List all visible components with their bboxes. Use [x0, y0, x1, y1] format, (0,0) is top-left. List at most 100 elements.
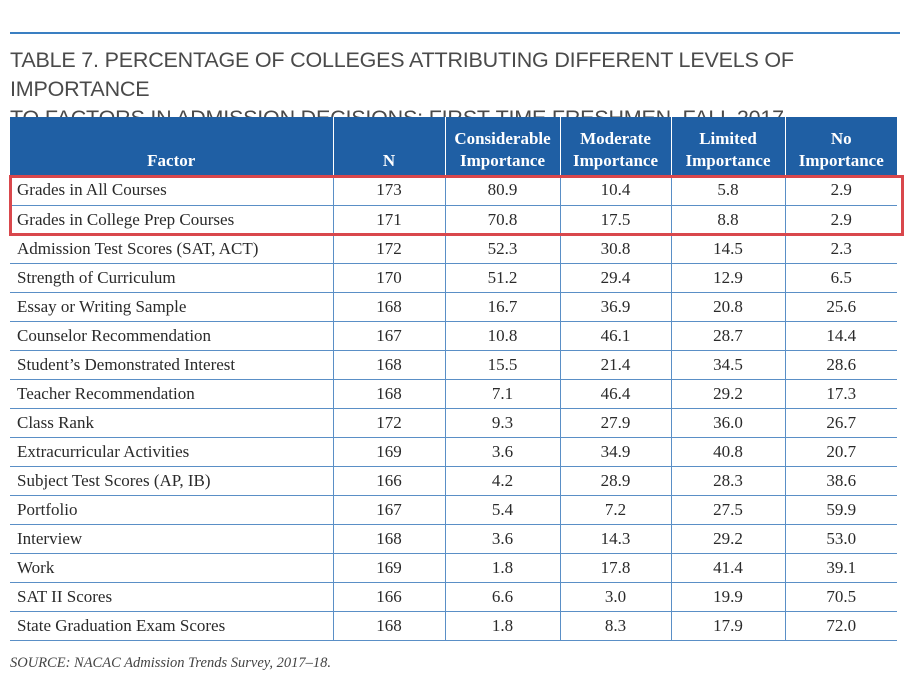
value-cell: 8.3: [559, 611, 671, 641]
value-cell: 173: [332, 176, 445, 206]
title-line-1: TABLE 7. PERCENTAGE OF COLLEGES ATTRIBUT…: [10, 48, 794, 101]
value-cell: 3.0: [559, 582, 671, 612]
value-cell: 5.8: [670, 176, 785, 206]
value-cell: 19.9: [670, 582, 785, 612]
value-cell: 167: [332, 495, 445, 525]
value-cell: 9.3: [444, 408, 560, 438]
value-cell: 172: [332, 408, 445, 438]
value-cell: 27.5: [670, 495, 785, 525]
value-cell: 25.6: [784, 292, 897, 322]
value-cell: 14.5: [670, 234, 785, 264]
column-header-moderate: Moderate Importance: [559, 117, 671, 176]
value-cell: 4.2: [444, 466, 560, 496]
table-row: State Graduation Exam Scores 168 1.8 8.3 17.…: [10, 611, 897, 641]
table-row: Interview 168 3.6 14.3 29.2 53.0: [10, 524, 897, 554]
factor-cell: Class Rank: [10, 408, 333, 438]
factor-cell: Student’s Demonstrated Interest: [10, 350, 333, 380]
factor-cell: Teacher Recommendation: [10, 379, 333, 409]
value-cell: 34.9: [559, 437, 671, 467]
value-cell: 59.9: [784, 495, 897, 525]
value-cell: 26.7: [784, 408, 897, 438]
factor-cell: Work: [10, 553, 333, 583]
value-cell: 171: [332, 205, 445, 235]
value-cell: 7.1: [444, 379, 560, 409]
factor-cell: Admission Test Scores (SAT, ACT): [10, 234, 333, 264]
value-cell: 168: [332, 292, 445, 322]
value-cell: 39.1: [784, 553, 897, 583]
value-cell: 17.8: [559, 553, 671, 583]
value-cell: 72.0: [784, 611, 897, 641]
table-row: Teacher Recommendation 168 7.1 46.4 29.2 17.3: [10, 379, 897, 409]
value-cell: 30.8: [559, 234, 671, 264]
header-row: Factor N Considerable Importance Moderate…: [10, 117, 897, 176]
value-cell: 29.4: [559, 263, 671, 293]
value-cell: 166: [332, 582, 445, 612]
table-row: Class Rank 172 9.3 27.9 36.0 26.7: [10, 408, 897, 438]
factor-cell: Grades in All Courses: [10, 176, 333, 206]
value-cell: 12.9: [670, 263, 785, 293]
value-cell: 3.6: [444, 437, 560, 467]
value-cell: 20.8: [670, 292, 785, 322]
value-cell: 2.3: [784, 234, 897, 264]
table-row: Portfolio 167 5.4 7.2 27.5 59.9: [10, 495, 897, 525]
value-cell: 168: [332, 350, 445, 380]
factor-cell: Extracurricular Activities: [10, 437, 333, 467]
value-cell: 28.3: [670, 466, 785, 496]
value-cell: 36.9: [559, 292, 671, 322]
value-cell: 3.6: [444, 524, 560, 554]
value-cell: 1.8: [444, 553, 560, 583]
value-cell: 21.4: [559, 350, 671, 380]
value-cell: 28.9: [559, 466, 671, 496]
value-cell: 52.3: [444, 234, 560, 264]
value-cell: 38.6: [784, 466, 897, 496]
table-row: Student’s Demonstrated Interest 168 15.5 21…: [10, 350, 897, 380]
table-row: Counselor Recommendation 167 10.8 46.1 28.7 1…: [10, 321, 897, 351]
factor-cell: SAT II Scores: [10, 582, 333, 612]
source-note: SOURCE: NACAC Admission Trends Survey, 2…: [10, 655, 332, 671]
value-cell: 6.5: [784, 263, 897, 293]
table-row: Extracurricular Activities 169 3.6 34.9 40.8…: [10, 437, 897, 467]
value-cell: 170: [332, 263, 445, 293]
table-row: SAT II Scores 166 6.6 3.0 19.9 70.5: [10, 582, 897, 612]
value-cell: 40.8: [670, 437, 785, 467]
admission-factors-table: Factor N Considerable Importance Moderate…: [10, 117, 897, 641]
factor-cell: Subject Test Scores (AP, IB): [10, 466, 333, 496]
value-cell: 10.8: [444, 321, 560, 351]
value-cell: 168: [332, 524, 445, 554]
table-row: Essay or Writing Sample 168 16.7 36.9 20.8 25…: [10, 292, 897, 322]
value-cell: 41.4: [670, 553, 785, 583]
value-cell: 16.7: [444, 292, 560, 322]
column-header-considerable: Considerable Importance: [444, 117, 560, 176]
value-cell: 168: [332, 379, 445, 409]
value-cell: 8.8: [670, 205, 785, 235]
value-cell: 10.4: [559, 176, 671, 206]
value-cell: 53.0: [784, 524, 897, 554]
value-cell: 36.0: [670, 408, 785, 438]
value-cell: 29.2: [670, 379, 785, 409]
value-cell: 80.9: [444, 176, 560, 206]
factor-cell: Portfolio: [10, 495, 333, 525]
factor-cell: Grades in College Prep Courses: [10, 205, 333, 235]
value-cell: 14.3: [559, 524, 671, 554]
value-cell: 20.7: [784, 437, 897, 467]
table-row: Grades in All Courses 173 80.9 10.4 5.8 2.9: [10, 176, 897, 206]
top-rule: [10, 32, 900, 34]
value-cell: 6.6: [444, 582, 560, 612]
value-cell: 29.2: [670, 524, 785, 554]
factor-cell: Essay or Writing Sample: [10, 292, 333, 322]
column-header-factor: Factor: [10, 117, 333, 176]
table-row: Subject Test Scores (AP, IB) 166 4.2 28.9 28…: [10, 466, 897, 496]
column-header-no: No Importance: [784, 117, 897, 176]
value-cell: 1.8: [444, 611, 560, 641]
value-cell: 15.5: [444, 350, 560, 380]
value-cell: 5.4: [444, 495, 560, 525]
value-cell: 70.8: [444, 205, 560, 235]
value-cell: 14.4: [784, 321, 897, 351]
column-header-limited: Limited Importance: [670, 117, 785, 176]
factor-cell: Counselor Recommendation: [10, 321, 333, 351]
value-cell: 167: [332, 321, 445, 351]
value-cell: 17.9: [670, 611, 785, 641]
value-cell: 7.2: [559, 495, 671, 525]
value-cell: 28.7: [670, 321, 785, 351]
value-cell: 51.2: [444, 263, 560, 293]
